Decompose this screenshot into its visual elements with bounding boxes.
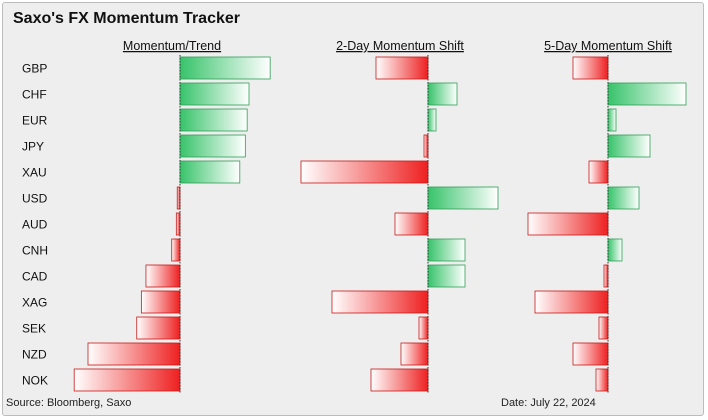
bar-1-cnh — [171, 238, 181, 262]
bar-2-gbp — [375, 56, 429, 80]
category-label-nzd: NZD — [22, 348, 47, 362]
bar-1-nok — [73, 368, 181, 392]
bar-2-jpy — [423, 134, 429, 158]
bar-3-eur — [607, 108, 617, 132]
category-label-gbp: GBP — [22, 62, 47, 76]
bar-3-xau — [588, 160, 609, 184]
date-note: Date: July 22, 2024 — [501, 397, 596, 409]
panel-title-3: 5-Day Momentum Shift — [544, 39, 672, 53]
bar-3-cnh — [607, 238, 623, 262]
bar-3-chf — [607, 82, 687, 106]
category-label-sek: SEK — [22, 322, 46, 336]
category-label-nok: NOK — [22, 374, 48, 388]
bar-3-jpy — [607, 134, 651, 158]
category-label-usd: USD — [22, 192, 48, 206]
bar-2-xag — [331, 290, 429, 314]
bar-1-eur — [179, 108, 248, 132]
bar-2-eur — [427, 108, 437, 132]
bar-1-chf — [179, 82, 250, 106]
panel-title-1: Momentum/Trend — [123, 39, 221, 53]
bar-1-cad — [145, 264, 181, 288]
bar-1-nzd — [87, 342, 181, 366]
category-label-aud: AUD — [22, 218, 48, 232]
bar-2-cad — [427, 264, 466, 288]
bar-1-gbp — [179, 56, 271, 80]
bar-3-nok — [595, 368, 609, 392]
bar-2-cnh — [427, 238, 466, 262]
bar-1-xag — [140, 290, 181, 314]
chart-title: Saxo's FX Momentum Tracker — [13, 10, 240, 27]
bar-2-sek — [418, 316, 429, 340]
bar-1-sek — [136, 316, 181, 340]
bar-3-nzd — [572, 342, 609, 366]
bar-2-usd — [427, 186, 499, 210]
category-label-xau: XAU — [22, 166, 47, 180]
category-label-eur: EUR — [22, 114, 48, 128]
panel-title-2: 2-Day Momentum Shift — [336, 39, 464, 53]
category-label-jpy: JPY — [22, 140, 44, 154]
bar-1-usd — [176, 186, 181, 210]
bar-2-xau — [300, 160, 429, 184]
category-label-cad: CAD — [22, 270, 48, 284]
bar-2-nok — [370, 368, 429, 392]
bar-3-cad — [603, 264, 609, 288]
bar-3-xag — [534, 290, 609, 314]
bar-1-aud — [175, 212, 181, 236]
bar-2-nzd — [400, 342, 429, 366]
bar-3-gbp — [572, 56, 609, 80]
bar-2-chf — [427, 82, 458, 106]
category-label-xag: XAG — [22, 296, 47, 310]
bar-3-usd — [607, 186, 640, 210]
category-label-cnh: CNH — [22, 244, 48, 258]
bar-1-jpy — [179, 134, 246, 158]
bar-3-aud — [527, 212, 609, 236]
bar-3-sek — [598, 316, 609, 340]
category-label-chf: CHF — [22, 88, 47, 102]
bar-2-aud — [394, 212, 429, 236]
source-note: Source: Bloomberg, Saxo — [6, 397, 132, 409]
bar-1-xau — [179, 160, 241, 184]
